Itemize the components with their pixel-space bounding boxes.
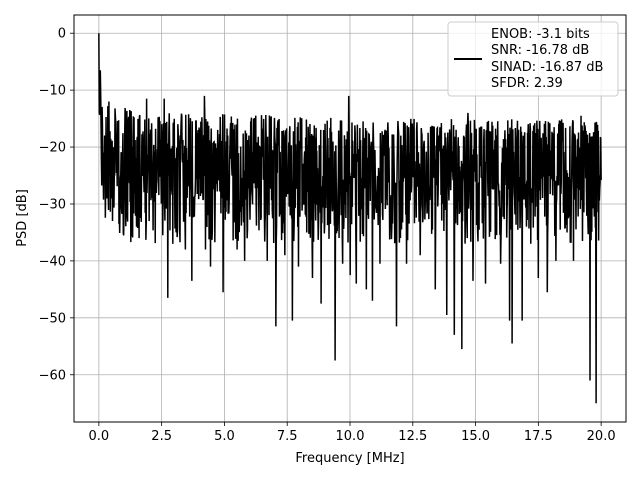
y-tick-label: −20 [39,141,66,156]
x-tick-label: 5.0 [214,429,235,444]
x-tick-label: 10.0 [336,429,365,444]
legend-entry-snr: SNR: -16.78 dB [491,43,589,58]
legend-entry-sfdr: SFDR: 2.39 [491,76,563,91]
legend-box [447,21,619,97]
y-tick-label: 0 [58,27,66,42]
y-tick-label: −60 [39,368,66,383]
x-tick-label: 12.5 [398,429,427,444]
x-tick-label: 15.0 [461,429,490,444]
legend-entry-sinad: SINAD: -16.87 dB [491,60,603,75]
x-tick-label: 7.5 [277,429,298,444]
x-axis-label: Frequency [MHz] [295,451,404,466]
y-tick-label: −40 [39,254,66,269]
y-axis-ticks: 0 −10 −20 −30 −40 −50 −60 [39,27,74,383]
x-tick-label: 2.5 [151,429,172,444]
x-tick-label: 17.5 [524,429,553,444]
x-tick-label: 0.0 [89,429,110,444]
legend-entry-enob: ENOB: -3.1 bits [491,27,590,42]
y-axis-label: PSD [dB] [15,189,30,247]
x-axis-ticks: 0.0 2.5 5.0 7.5 10.0 12.5 15.0 17.5 20.0 [89,422,616,444]
y-tick-label: −30 [39,197,66,212]
y-tick-label: −50 [39,311,66,326]
x-tick-label: 20.0 [587,429,616,444]
psd-trace [98,33,602,404]
plot-area [98,33,602,404]
legend: ENOB: -3.1 bits SNR: -16.78 dB SINAD: -1… [447,21,619,97]
y-tick-label: −10 [39,84,66,99]
